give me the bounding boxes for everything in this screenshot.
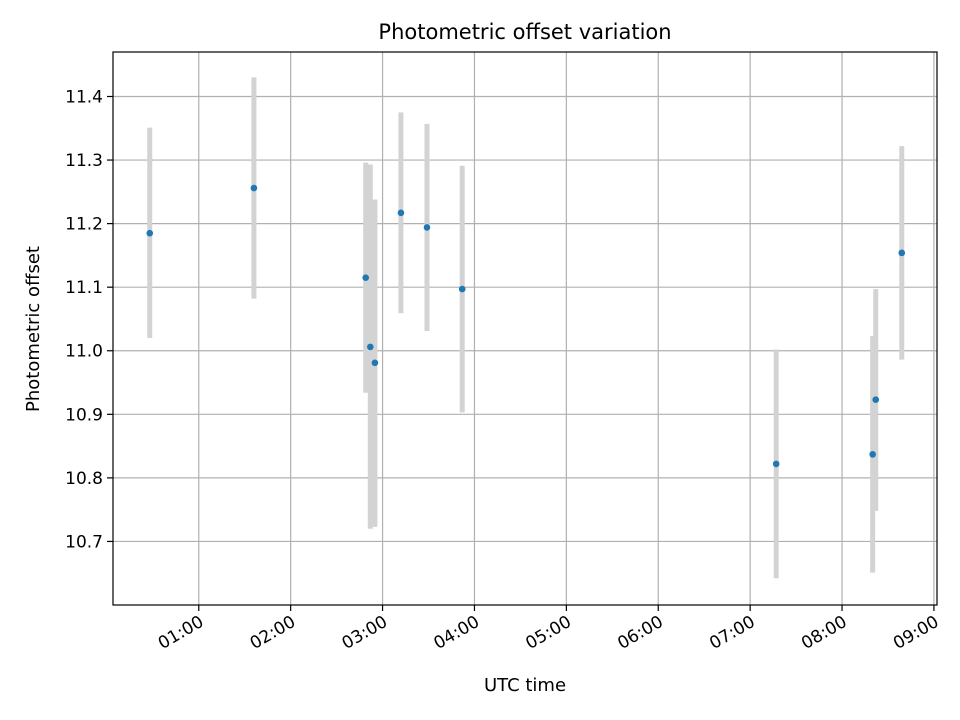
y-tick-label: 11.2: [65, 215, 103, 235]
x-tick-label: 04:00: [431, 612, 483, 654]
y-axis: 10.7 10.8 10.9 11.0 11.1 11.2 11.3 11.4: [65, 87, 113, 552]
y-tick-label: 11.4: [65, 87, 103, 107]
y-tick-label: 11.1: [65, 278, 103, 298]
x-tick-label: 09:00: [890, 612, 942, 654]
x-axis-label: UTC time: [484, 675, 566, 696]
y-tick-label: 10.9: [65, 405, 103, 425]
x-tick-label: 07:00: [706, 612, 758, 654]
data-point: [146, 229, 154, 237]
y-tick-label: 10.7: [65, 532, 103, 552]
data-point: [250, 184, 258, 192]
chart-title: Photometric offset variation: [378, 20, 671, 44]
x-tick-label: 05:00: [522, 612, 574, 654]
x-tick-label: 08:00: [798, 612, 850, 654]
point-layer: [146, 184, 906, 468]
data-point: [397, 209, 405, 217]
errorbar-layer: [147, 77, 905, 579]
x-tick-label: 02:00: [247, 612, 299, 654]
data-point: [371, 359, 379, 367]
data-point: [869, 451, 876, 458]
data-point: [362, 274, 370, 281]
data-point: [772, 460, 780, 468]
data-point: [367, 343, 374, 351]
y-tick-label: 11.3: [65, 151, 103, 171]
y-tick-label: 10.8: [65, 469, 103, 489]
grid-layer: [113, 52, 937, 605]
x-tick-label: 03:00: [339, 612, 391, 654]
y-tick-label: 11.0: [65, 342, 103, 362]
data-point: [872, 396, 880, 403]
x-axis: 01:00 02:00 03:00 04:00 05:00 06:00 07:00 08:00…: [155, 605, 942, 654]
plot-frame: [112, 51, 938, 606]
data-point: [423, 224, 431, 231]
y-axis-label: Photometric offset: [23, 246, 44, 412]
x-tick-label: 01:00: [155, 612, 207, 654]
x-tick-label: 06:00: [614, 612, 666, 654]
data-point: [458, 285, 466, 293]
data-point: [898, 249, 906, 257]
